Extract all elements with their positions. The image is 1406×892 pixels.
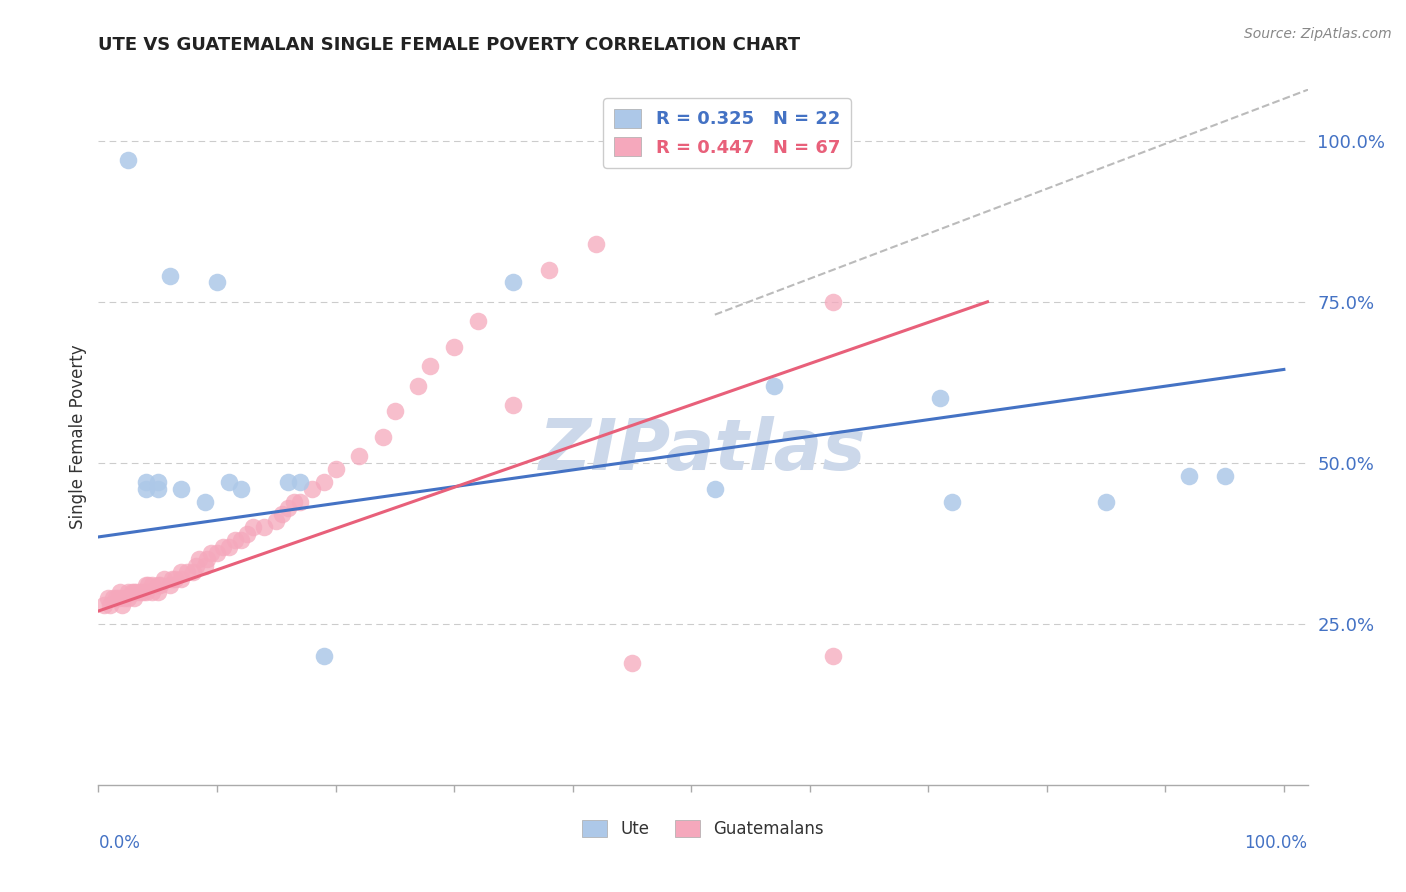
Point [194,494,217,508]
Point [122,584,145,599]
Point [929,392,952,406]
Point [502,398,524,412]
Point [763,378,786,392]
Point [502,276,524,290]
Point [146,482,169,496]
Point [121,584,143,599]
Point [620,656,643,670]
Point [205,546,228,560]
Point [264,514,287,528]
Point [197,552,219,566]
Point [152,572,174,586]
Point [97,591,120,606]
Point [160,572,183,586]
Point [312,475,335,490]
Point [194,558,217,573]
Point [235,526,257,541]
Point [159,268,181,283]
Point [141,584,163,599]
Point [229,482,252,496]
Point [218,540,240,554]
Point [229,533,252,548]
Point [218,475,240,490]
Point [149,578,172,592]
Point [301,482,323,496]
Point [146,578,169,592]
Point [117,584,139,599]
Point [288,475,311,490]
Point [941,494,963,508]
Point [170,482,193,496]
Point [224,533,246,548]
Point [347,450,370,464]
Point [242,520,264,534]
Point [271,508,294,522]
Point [467,314,489,328]
Point [419,359,441,374]
Point [93,598,115,612]
Point [443,340,465,354]
Point [146,475,169,490]
Point [159,578,181,592]
Text: ZIPatlas: ZIPatlas [540,417,866,485]
Point [132,584,155,599]
Point [184,558,207,573]
Point [212,540,235,554]
Point [277,475,299,490]
Y-axis label: Single Female Poverty: Single Female Poverty [69,345,87,529]
Point [325,462,347,476]
Text: UTE VS GUATEMALAN SINGLE FEMALE POVERTY CORRELATION CHART: UTE VS GUATEMALAN SINGLE FEMALE POVERTY … [98,36,800,54]
Point [283,494,305,508]
Point [1213,468,1236,483]
Point [277,500,299,515]
Point [200,546,222,560]
Point [135,482,157,496]
Legend: Ute, Guatemalans: Ute, Guatemalans [574,812,832,847]
Point [188,552,211,566]
Point [122,591,145,606]
Point [823,294,845,309]
Point [135,578,157,592]
Point [170,572,193,586]
Point [371,430,394,444]
Point [141,578,163,592]
Point [129,584,152,599]
Point [823,649,845,664]
Point [98,598,121,612]
Point [135,475,157,490]
Point [408,378,430,392]
Point [136,578,159,592]
Point [703,482,725,496]
Point [117,591,139,606]
Point [111,598,134,612]
Point [101,591,124,606]
Point [537,262,560,277]
Point [176,566,198,580]
Point [108,584,131,599]
Point [170,566,193,580]
Point [205,276,228,290]
Point [1178,468,1201,483]
Point [181,566,204,580]
Point [253,520,276,534]
Point [146,584,169,599]
Point [117,153,139,167]
Text: 0.0%: 0.0% [98,834,141,852]
Point [114,591,136,606]
Point [105,591,128,606]
Point [1095,494,1118,508]
Point [125,584,148,599]
Text: 100.0%: 100.0% [1244,834,1308,852]
Point [288,494,311,508]
Point [585,236,607,251]
Point [165,572,187,586]
Point [135,584,157,599]
Text: Source: ZipAtlas.com: Source: ZipAtlas.com [1244,27,1392,41]
Point [312,649,335,664]
Point [384,404,406,418]
Point [107,591,129,606]
